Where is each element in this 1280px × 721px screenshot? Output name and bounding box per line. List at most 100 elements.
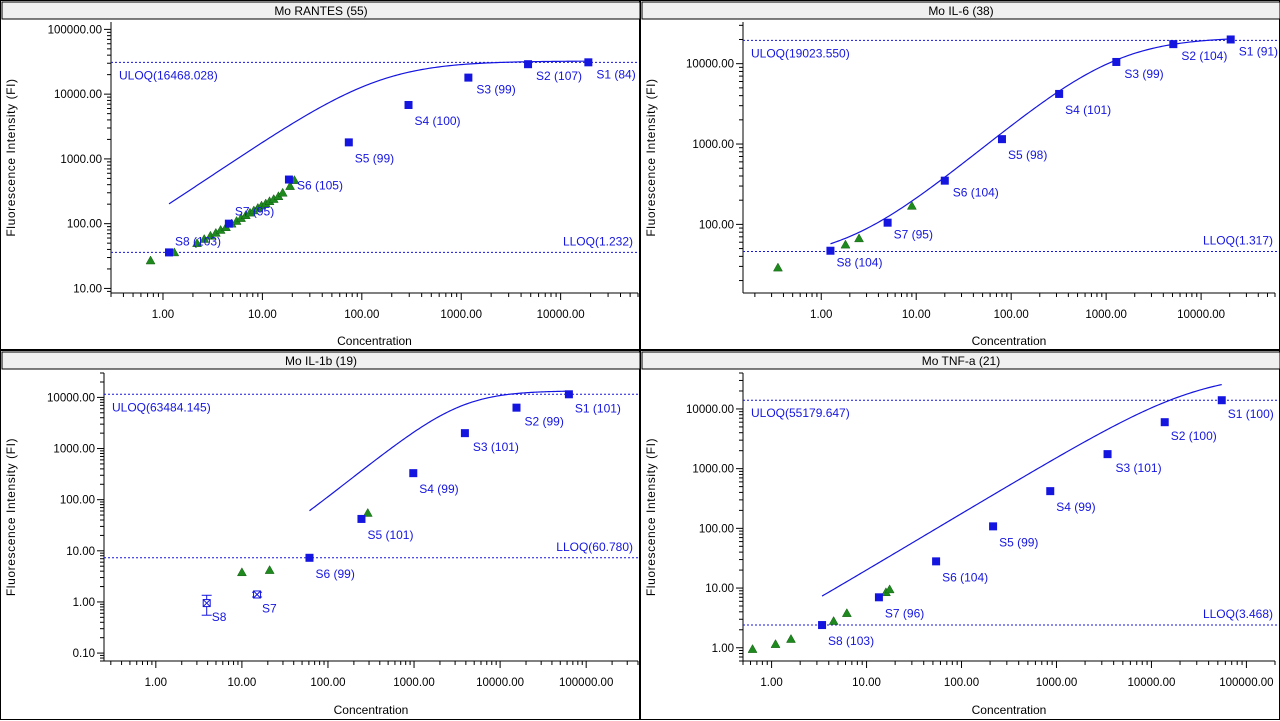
standard-label: S8 (103) bbox=[828, 634, 874, 648]
title-bar bbox=[641, 1, 1280, 20]
standard-label: S7 (96) bbox=[885, 606, 924, 620]
standard-label: S5 (99) bbox=[355, 151, 394, 165]
x-tick-label: 1000.00 bbox=[393, 677, 435, 689]
standard-label: S5 (98) bbox=[1008, 148, 1047, 162]
x-tick-label: 10.00 bbox=[228, 677, 257, 689]
standard-label: S5 (101) bbox=[367, 528, 413, 542]
standard-label: S2 (107) bbox=[536, 69, 582, 83]
standard-point bbox=[989, 522, 998, 531]
standard-point bbox=[1226, 35, 1235, 44]
x-tick-label: 100000.00 bbox=[559, 677, 613, 689]
standard-point bbox=[404, 100, 413, 109]
standard-label: S7 (95) bbox=[235, 205, 274, 219]
standard-point bbox=[1160, 418, 1169, 427]
standard-point bbox=[1055, 89, 1064, 98]
y-tick-label: 1000.00 bbox=[60, 154, 102, 166]
y-axis-label: Fluorescence Intensity (FI) bbox=[644, 438, 658, 596]
standard-label: S3 (99) bbox=[476, 83, 515, 97]
fitted-curve bbox=[168, 60, 589, 205]
chart-title: Mo RANTES (55) bbox=[274, 4, 367, 18]
standard-point bbox=[997, 135, 1006, 144]
chart-panel-mo-rantes: Mo RANTES (55) 1.00 10.00 100.00 1000.00 1000… bbox=[0, 0, 641, 350]
standard-point bbox=[460, 429, 469, 438]
standard-label: S5 (99) bbox=[999, 535, 1038, 549]
x-tick-label: 1000.00 bbox=[1036, 677, 1078, 689]
y-tick-label: 1.00 bbox=[73, 597, 95, 609]
standard-point bbox=[305, 553, 314, 562]
lloq-label: LLOQ(60.780) bbox=[556, 540, 633, 554]
fitted-curve bbox=[309, 390, 569, 512]
chart-svg: Mo IL-6 (38) 1.00 10.00 100.00 1000.00 10000.… bbox=[641, 1, 1280, 348]
x-tick-label: 10.00 bbox=[902, 309, 931, 321]
standard-label: S1 (91) bbox=[1239, 44, 1278, 58]
chart-title: Mo TNF-a (21) bbox=[922, 354, 1000, 368]
standard-point bbox=[1217, 396, 1226, 405]
standard-point bbox=[826, 246, 835, 255]
standard-label: S4 (99) bbox=[1056, 500, 1095, 514]
standard-point bbox=[284, 175, 293, 184]
x-tick-label: 10000.00 bbox=[1127, 677, 1175, 689]
y-tick-label: 0.10 bbox=[73, 648, 95, 660]
standard-point bbox=[224, 219, 233, 228]
y-tick-label: 100.00 bbox=[60, 495, 95, 507]
chart-svg: Mo RANTES (55) 1.00 10.00 100.00 1000.00 1000… bbox=[1, 1, 641, 348]
standard-point bbox=[1103, 450, 1112, 459]
chart-panel-mo-il6: Mo IL-6 (38) 1.00 10.00 100.00 1000.00 10000.… bbox=[640, 0, 1280, 350]
standard-point bbox=[512, 403, 521, 412]
sample-point bbox=[828, 616, 839, 625]
sample-point bbox=[786, 634, 796, 643]
x-tick-label: 10000.00 bbox=[537, 309, 585, 321]
x-tick-label: 100.00 bbox=[944, 677, 979, 689]
sample-point bbox=[362, 507, 373, 517]
standard-point bbox=[932, 557, 941, 566]
standard-point bbox=[524, 60, 533, 69]
standard-label: S3 (99) bbox=[1124, 67, 1163, 81]
x-tick-label: 100.00 bbox=[344, 309, 379, 321]
sample-point bbox=[192, 238, 202, 247]
y-axis-label: Fluorescence Intensity (FI) bbox=[644, 78, 658, 236]
standard-point bbox=[409, 469, 418, 478]
y-tick-label: 100.00 bbox=[699, 219, 734, 231]
x-tick-label: 1000.00 bbox=[1085, 309, 1127, 321]
x-tick-label: 1000.00 bbox=[440, 309, 482, 321]
sample-point bbox=[884, 584, 895, 594]
standard-label: S1 (84) bbox=[596, 67, 635, 81]
sample-point bbox=[145, 255, 156, 265]
sample-point bbox=[264, 565, 275, 574]
x-axis-label: Concentration bbox=[972, 334, 1047, 348]
x-axis-label: Concentration bbox=[334, 703, 409, 717]
standard-label: S7 (95) bbox=[894, 228, 933, 242]
y-tick-label: 10000.00 bbox=[686, 59, 734, 71]
uloq-label: ULOQ(16468.028) bbox=[119, 68, 218, 82]
standard-point bbox=[165, 248, 174, 257]
y-tick-label: 10000.00 bbox=[47, 392, 95, 404]
standard-label: S3 (101) bbox=[473, 440, 519, 454]
x-axis-label: Concentration bbox=[972, 703, 1047, 717]
chart-title: Mo IL-1b (19) bbox=[285, 354, 357, 368]
chart-svg: Mo TNF-a (21) 1.00 10.00 100.00 1000.00 10000… bbox=[641, 351, 1280, 717]
standard-label: S6 (104) bbox=[953, 186, 999, 200]
standard-point bbox=[883, 218, 892, 227]
standard-label: S3 (101) bbox=[1116, 461, 1162, 475]
standard-label: S1 (100) bbox=[1228, 407, 1274, 421]
x-tick-label: 1.00 bbox=[810, 309, 832, 321]
standard-point bbox=[344, 138, 353, 147]
y-tick-label: 1.00 bbox=[712, 643, 734, 655]
standard-point bbox=[940, 176, 949, 185]
standard-label: S1 (101) bbox=[575, 401, 621, 415]
uloq-label: ULOQ(63484.145) bbox=[112, 400, 211, 414]
x-tick-label: 100000.00 bbox=[1219, 677, 1273, 689]
standard-label: S4 (101) bbox=[1065, 103, 1111, 117]
standard-label: S8 (104) bbox=[836, 256, 882, 270]
sample-point bbox=[773, 262, 783, 272]
title-bar bbox=[641, 351, 1280, 370]
standard-point bbox=[874, 593, 883, 602]
y-tick-label: 1000.00 bbox=[692, 464, 734, 476]
standard-label: S2 (104) bbox=[1181, 49, 1227, 63]
standard-label: S6 (99) bbox=[315, 567, 354, 581]
standard-point bbox=[818, 621, 827, 630]
uloq-label: ULOQ(55179.647) bbox=[751, 406, 850, 420]
x-tick-label: 1.00 bbox=[145, 677, 167, 689]
lloq-label: LLOQ(1.232) bbox=[563, 234, 633, 248]
chart-title: Mo IL-6 (38) bbox=[928, 4, 993, 18]
